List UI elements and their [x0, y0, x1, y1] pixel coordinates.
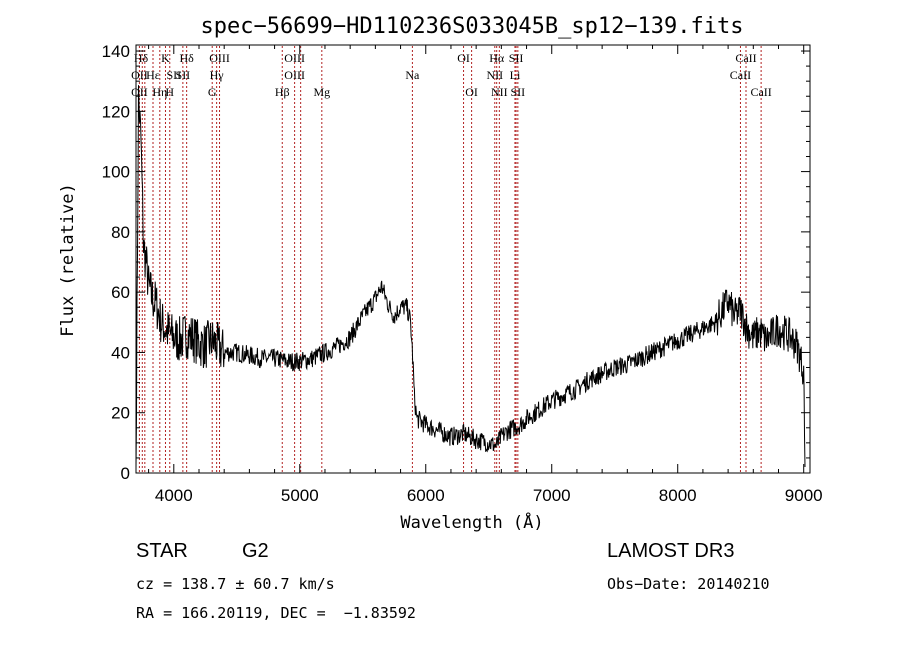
x-tick-label: 7000: [533, 486, 571, 505]
line-label: Hα: [489, 51, 505, 65]
line-label: SII: [509, 51, 524, 65]
x-tick-label: 6000: [407, 486, 445, 505]
ra-dec: RA = 166.20119, DEC = −1.83592: [136, 604, 416, 622]
line-label: Li: [510, 68, 521, 82]
spectrum-line: [135, 85, 806, 468]
line-label: CaII: [735, 51, 756, 65]
line-label: Hδ: [134, 51, 149, 65]
line-label: Hη: [152, 85, 167, 99]
line-label: CaII: [750, 85, 771, 99]
line-label: SII: [166, 68, 181, 82]
redshift-cz: cz = 138.7 ± 60.7 km/s: [136, 575, 335, 593]
line-label: NII: [486, 68, 503, 82]
line-label: Hγ: [210, 68, 225, 82]
x-axis-ticks: 4000 5000 6000 7000 8000 9000: [148, 45, 823, 505]
object-subclass: G2: [242, 540, 269, 562]
y-tick-label: 0: [121, 464, 130, 483]
line-label: Hβ: [275, 85, 290, 99]
line-label: OIII: [209, 51, 230, 65]
line-label: Hδ: [179, 51, 194, 65]
observation-date: Obs−Date: 20140210: [607, 575, 770, 593]
y-tick-label: 120: [102, 102, 130, 121]
line-label: K: [161, 51, 170, 65]
y-tick-label: 60: [111, 283, 130, 302]
survey-name: LAMOST DR3: [607, 540, 735, 562]
y-axis-ticks: 0 20 40 60 80 100 120 140: [102, 42, 810, 483]
y-axis-label: Flux (relative): [58, 183, 78, 337]
line-label: Hε: [146, 68, 160, 82]
y-tick-label: 20: [111, 404, 130, 423]
line-label: Na: [405, 68, 420, 82]
line-label: OIII: [284, 51, 305, 65]
spectral-line-markers: [138, 46, 762, 472]
line-label: Mg: [313, 85, 330, 99]
y-tick-label: 100: [102, 163, 130, 182]
line-label: G: [208, 85, 217, 99]
line-label: SII: [511, 85, 526, 99]
x-axis-label: Wavelength (Å): [400, 511, 543, 533]
line-label: OIII: [284, 68, 305, 82]
object-class: STAR: [136, 540, 188, 562]
line-label: H: [165, 85, 174, 99]
x-tick-label: 4000: [155, 486, 193, 505]
line-label: OII: [131, 68, 148, 82]
y-tick-label: 40: [111, 343, 130, 362]
line-label: SII: [176, 68, 191, 82]
y-tick-label: 80: [111, 223, 130, 242]
plot-frame: [135, 44, 811, 474]
line-label: NII: [491, 85, 508, 99]
y-tick-label: 140: [102, 42, 130, 61]
line-label: CaII: [730, 68, 751, 82]
line-label: OI: [457, 51, 470, 65]
x-tick-label: 9000: [785, 486, 823, 505]
x-tick-label: 5000: [281, 486, 319, 505]
chart-title: spec−56699−HD110236S033045B_sp12−139.fit…: [200, 14, 743, 39]
x-tick-label: 8000: [659, 486, 697, 505]
line-label: OII: [131, 85, 148, 99]
line-label: OI: [465, 85, 478, 99]
